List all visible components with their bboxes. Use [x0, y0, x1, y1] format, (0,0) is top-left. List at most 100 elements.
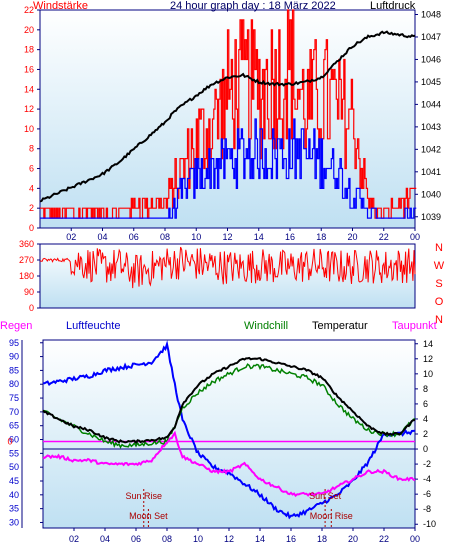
x-tick-label: 06 — [129, 232, 139, 242]
right-tick-label: 1043 — [421, 122, 441, 132]
x-tick-label: 12 — [224, 534, 234, 544]
chart-title: 24 hour graph day : 18 März 2022 — [170, 0, 336, 12]
right-tick-label: 1042 — [421, 144, 441, 154]
compass-label: N — [435, 242, 443, 254]
hum-tick-label: 65 — [9, 421, 19, 431]
temp-tick-label: 0 — [423, 444, 428, 454]
annotation-label: Sun Set — [309, 491, 342, 501]
annotation-label: Moon Set — [129, 511, 168, 521]
hum-tick-label: 70 — [9, 407, 19, 417]
x-tick-label: 16 — [286, 534, 296, 544]
right-tick-label: 1046 — [421, 54, 441, 64]
x-tick-label: 14 — [254, 232, 264, 242]
right-tick-label: 1047 — [421, 32, 441, 42]
x-tick-label: 02 — [66, 232, 76, 242]
x-tick-label: 10 — [193, 534, 203, 544]
left-tick-label: 20 — [24, 25, 34, 35]
temp-tick-label: 2 — [423, 429, 428, 439]
left-tick-label: 8 — [29, 144, 34, 154]
temp-tick-label: 10 — [423, 369, 433, 379]
compass-label: W — [434, 260, 445, 272]
hum-tick-label: 35 — [9, 504, 19, 514]
dir-tick-label: 270 — [19, 255, 34, 265]
temp-tick-label: 4 — [423, 414, 428, 424]
left-tick-label: 16 — [24, 64, 34, 74]
left-tick-label: 4 — [29, 183, 34, 193]
windstaerke-label: Windstärke — [33, 0, 89, 12]
hum-tick-label: 55 — [9, 448, 19, 458]
annotation-label: Sun Rise — [125, 491, 162, 501]
right-tick-label: 1045 — [421, 77, 441, 87]
temp-tick-label: 8 — [423, 384, 428, 394]
hum-tick-label: 50 — [9, 462, 19, 472]
x-tick-label: 20 — [347, 232, 357, 242]
hum-tick-label: 45 — [9, 476, 19, 486]
legend-temperatur: Temperatur — [312, 320, 368, 332]
hum-tick-label: 40 — [9, 490, 19, 500]
zero-marker: 0 — [7, 437, 12, 447]
left-tick-label: 2 — [29, 203, 34, 213]
x-tick-label: 04 — [97, 232, 107, 242]
right-tick-label: 1044 — [421, 99, 441, 109]
hum-tick-label: 90 — [9, 352, 19, 362]
hum-tick-label: 85 — [9, 365, 19, 375]
x-tick-label: 18 — [316, 232, 326, 242]
left-tick-label: 0 — [29, 223, 34, 233]
compass-label: N — [435, 314, 443, 326]
annotation-label: Moon Rise — [310, 511, 353, 521]
left-tick-label: 12 — [24, 104, 34, 114]
x-tick-label: 16 — [285, 232, 295, 242]
right-tick-label: 1048 — [421, 9, 441, 19]
temp-tick-label: 14 — [423, 339, 433, 349]
temp-tick-label: -8 — [423, 504, 431, 514]
temp-tick-label: -10 — [423, 519, 436, 529]
hum-tick-label: 30 — [9, 517, 19, 527]
direction-series — [39, 246, 416, 289]
left-tick-label: 10 — [24, 124, 34, 134]
x-tick-label: 06 — [131, 534, 141, 544]
x-tick-label: 08 — [160, 232, 170, 242]
dir-tick-label: 0 — [29, 303, 34, 313]
temp-tick-label: 6 — [423, 399, 428, 409]
compass-label: O — [435, 296, 444, 308]
temp-tick-label: -4 — [423, 474, 431, 484]
legend-luftfeuchte: Luftfeuchte — [66, 320, 121, 332]
x-tick-label: 22 — [379, 534, 389, 544]
left-tick-label: 22 — [24, 5, 34, 15]
temperatur-series — [42, 356, 416, 445]
x-tick-label: 04 — [100, 534, 110, 544]
windchill-series — [42, 363, 416, 449]
pressure-series — [39, 30, 416, 203]
x-tick-label: 02 — [69, 534, 79, 544]
luftdruck-label: Luftdruck — [370, 0, 416, 12]
right-tick-label: 1041 — [421, 167, 441, 177]
dir-tick-label: 180 — [19, 271, 34, 281]
x-tick-label: 12 — [222, 232, 232, 242]
x-tick-label: 14 — [255, 534, 265, 544]
legend-taupunkt: Taupunkt — [392, 320, 437, 332]
left-tick-label: 18 — [24, 45, 34, 55]
hum-tick-label: 75 — [9, 393, 19, 403]
x-tick-label: 22 — [379, 232, 389, 242]
x-tick-label: 18 — [317, 534, 327, 544]
temp-plot-area — [42, 339, 416, 529]
legend-regen: Regen — [0, 320, 33, 332]
temp-tick-label: -2 — [423, 459, 431, 469]
dir-tick-label: 360 — [19, 239, 34, 249]
x-tick-label: 10 — [191, 232, 201, 242]
taupunkt-series — [42, 430, 416, 498]
legend-windchill: Windchill — [244, 320, 289, 332]
x-tick-label: 00 — [410, 232, 420, 242]
x-tick-label: 08 — [162, 534, 172, 544]
hum-tick-label: 95 — [9, 338, 19, 348]
hum-tick-label: 60 — [9, 435, 19, 445]
right-tick-label: 1039 — [421, 212, 441, 222]
temp-tick-label: 12 — [423, 354, 433, 364]
left-tick-label: 6 — [29, 164, 34, 174]
left-tick-label: 14 — [24, 84, 34, 94]
dir-tick-label: 90 — [24, 287, 34, 297]
compass-label: S — [435, 278, 442, 290]
x-tick-label: 20 — [348, 534, 358, 544]
hum-tick-label: 80 — [9, 379, 19, 389]
